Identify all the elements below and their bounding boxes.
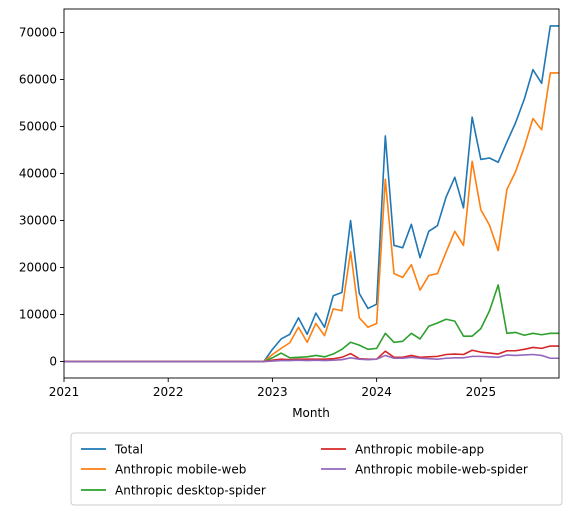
y-tick-label: 20000: [19, 261, 57, 275]
y-tick-label: 10000: [19, 308, 57, 322]
y-tick-label: 50000: [19, 120, 57, 134]
legend-box: [70, 432, 563, 506]
x-tick-label: 2023: [257, 385, 288, 399]
x-tick-label: 2025: [466, 385, 497, 399]
legend-items: Total Anthropic mobile-web Anthropic deskt…: [81, 443, 528, 498]
legend-label: Anthropic mobile-app: [355, 443, 484, 457]
y-tick-label: 40000: [19, 167, 57, 181]
legend: Total Anthropic mobile-web Anthropic deskt…: [70, 432, 563, 506]
legend-label: Anthropic mobile-web: [115, 463, 246, 477]
series-line-4: [64, 353, 559, 363]
legend-label: Anthropic desktop-spider: [115, 484, 266, 498]
x-axis-label: Month: [292, 406, 330, 420]
plot-frame: [63, 8, 560, 379]
y-tick-label: 60000: [19, 73, 57, 87]
x-tick-label: 2021: [49, 385, 80, 399]
x-axis: 2021 2022 2023 2024 2025: [49, 378, 496, 399]
legend-label: Total: [114, 443, 143, 457]
x-tick-label: 2024: [361, 385, 392, 399]
y-axis: 0 10000 20000 30000 40000 50000 60000 70000: [19, 26, 64, 369]
series-layer: [64, 25, 559, 363]
x-tick-label: 2022: [153, 385, 184, 399]
y-tick-label: 30000: [19, 214, 57, 228]
y-tick-label: 0: [49, 355, 57, 369]
legend-label: Anthropic mobile-web-spider: [355, 463, 528, 477]
y-tick-label: 70000: [19, 26, 57, 40]
